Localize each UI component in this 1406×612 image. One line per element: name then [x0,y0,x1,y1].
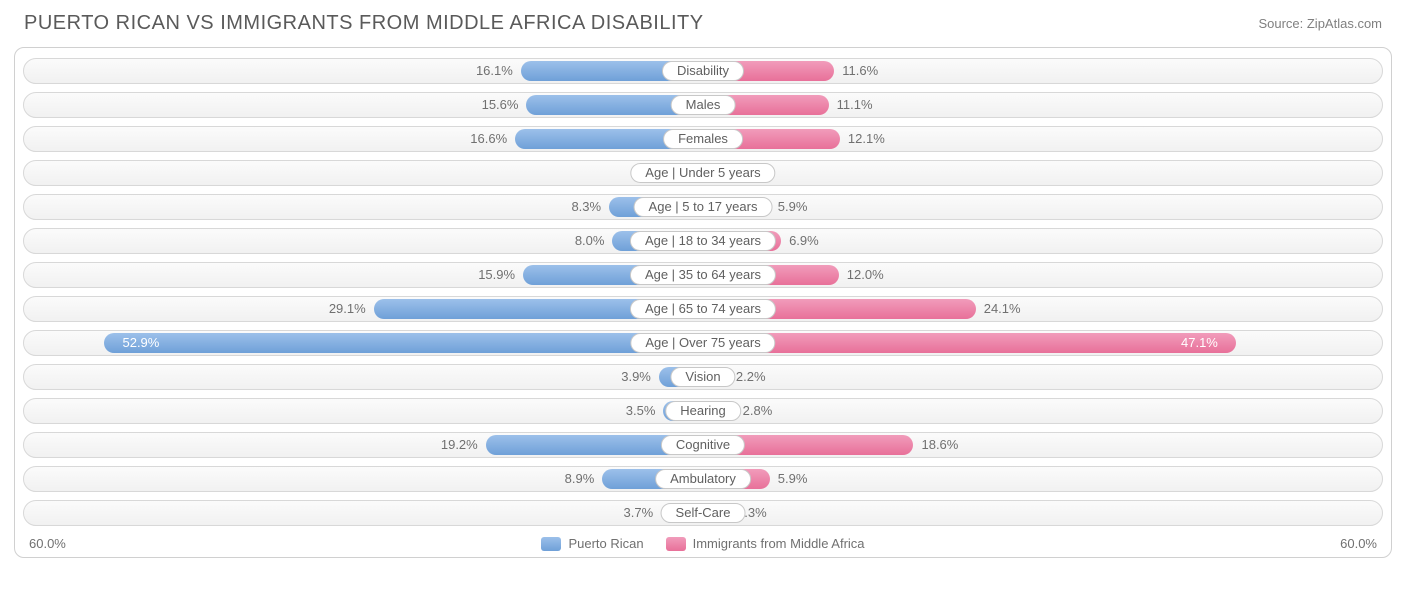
value-left: 16.6% [470,127,507,151]
value-left: 16.1% [476,59,513,83]
legend-label-left: Puerto Rican [568,536,643,551]
legend-item-right: Immigrants from Middle Africa [666,536,865,551]
category-label: Disability [662,61,744,81]
chart-source: Source: ZipAtlas.com [1258,16,1382,31]
bar-left [104,333,703,353]
chart-row: 15.9% 12.0% Age | 35 to 64 years [23,262,1383,288]
chart-row: 3.9% 2.2%Vision [23,364,1383,390]
rows-host: 16.1% 11.6% Disability 15.6% 11.1% Males 16.6%… [23,58,1383,526]
category-label: Age | Under 5 years [630,163,775,183]
legend-swatch-right [666,537,686,551]
chart-row: 52.9% 47.1% Age | Over 75 years [23,330,1383,356]
chart-container: 16.1% 11.6% Disability 15.6% 11.1% Males 16.6%… [14,47,1392,558]
value-right: 11.1% [837,93,873,117]
chart-row: 3.5% 2.8%Hearing [23,398,1383,424]
chart-row: 1.7%1.2%Age | Under 5 years [23,160,1383,186]
category-label: Age | 65 to 74 years [630,299,776,319]
category-label: Hearing [665,401,741,421]
category-label: Ambulatory [655,469,751,489]
chart-row: 16.6% 12.1% Females [23,126,1383,152]
category-label: Males [671,95,736,115]
chart-row: 19.2% 18.6% Cognitive [23,432,1383,458]
value-left: 19.2% [441,433,478,457]
chart-row: 8.9% 5.9% Ambulatory [23,466,1383,492]
category-label: Females [663,129,743,149]
chart-header: PUERTO RICAN VS IMMIGRANTS FROM MIDDLE A… [0,0,1406,43]
value-right: 2.2% [736,365,766,389]
value-right: 6.9% [789,229,819,253]
category-label: Age | 35 to 64 years [630,265,776,285]
value-left: 29.1% [329,297,366,321]
legend-item-left: Puerto Rican [541,536,643,551]
chart-row: 3.7%2.3%Self-Care [23,500,1383,526]
value-right: 24.1% [984,297,1021,321]
chart-title: PUERTO RICAN VS IMMIGRANTS FROM MIDDLE A… [24,12,704,35]
value-left: 8.3% [571,195,601,219]
axis-max-right: 60.0% [1340,536,1377,551]
value-left: 15.6% [482,93,519,117]
legend-label-right: Immigrants from Middle Africa [693,536,865,551]
category-label: Vision [670,367,735,387]
chart-row: 16.1% 11.6% Disability [23,58,1383,84]
value-left: 52.9% [122,331,159,355]
value-right: 12.1% [848,127,885,151]
axis-max-left: 60.0% [29,536,66,551]
legend: Puerto Rican Immigrants from Middle Afri… [66,536,1340,551]
chart-row: 8.0% 6.9% Age | 18 to 34 years [23,228,1383,254]
value-right: 11.6% [842,59,878,83]
value-right: 5.9% [778,195,808,219]
category-label: Age | 18 to 34 years [630,231,776,251]
value-left: 3.7% [624,501,654,525]
category-label: Cognitive [661,435,745,455]
chart-footer: 60.0% Puerto Rican Immigrants from Middl… [23,534,1383,551]
value-right: 47.1% [1181,331,1218,355]
category-label: Age | Over 75 years [630,333,775,353]
category-label: Self-Care [661,503,746,523]
chart-row: 29.1% 24.1% Age | 65 to 74 years [23,296,1383,322]
chart-row: 15.6% 11.1% Males [23,92,1383,118]
value-left: 8.0% [575,229,605,253]
legend-swatch-left [541,537,561,551]
value-right: 5.9% [778,467,808,491]
value-left: 15.9% [478,263,515,287]
chart-row: 8.3% 5.9%Age | 5 to 17 years [23,194,1383,220]
value-left: 8.9% [565,467,595,491]
bar-right [703,333,1236,353]
category-label: Age | 5 to 17 years [634,197,773,217]
value-left: 3.9% [621,365,651,389]
value-right: 2.8% [743,399,773,423]
value-right: 18.6% [921,433,958,457]
value-left: 3.5% [626,399,656,423]
value-right: 12.0% [847,263,884,287]
